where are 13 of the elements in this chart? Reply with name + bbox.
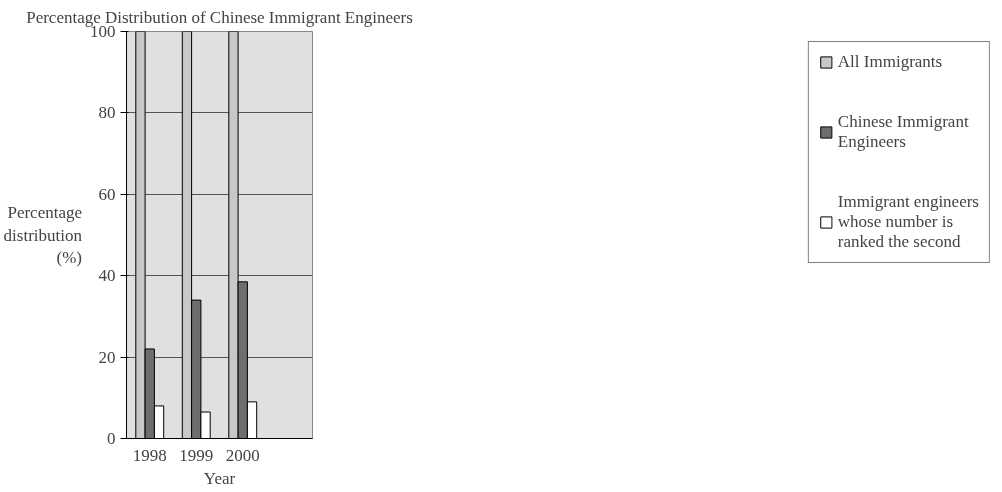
y-tick-label: 20	[98, 347, 116, 367]
y-tick-label: 40	[98, 266, 116, 286]
y-tick-label: 0	[107, 429, 116, 448]
legend-label: All Immigrants	[837, 52, 943, 72]
x-tick-label: 1998	[132, 445, 167, 465]
x-axis-title: Year	[203, 468, 236, 488]
y-axis-title: Percentage distribution (%)	[3, 202, 83, 268]
x-tick-label: 1999	[179, 445, 214, 465]
x-tick-label: 2000	[225, 445, 260, 465]
y-tick-label: 60	[98, 184, 116, 204]
y-tick-label: 80	[98, 103, 116, 123]
legend-label: Chinese Immigrant Engineers	[837, 112, 969, 152]
legend-label: Immigrant engineers whose number is ranked the second	[837, 192, 979, 252]
